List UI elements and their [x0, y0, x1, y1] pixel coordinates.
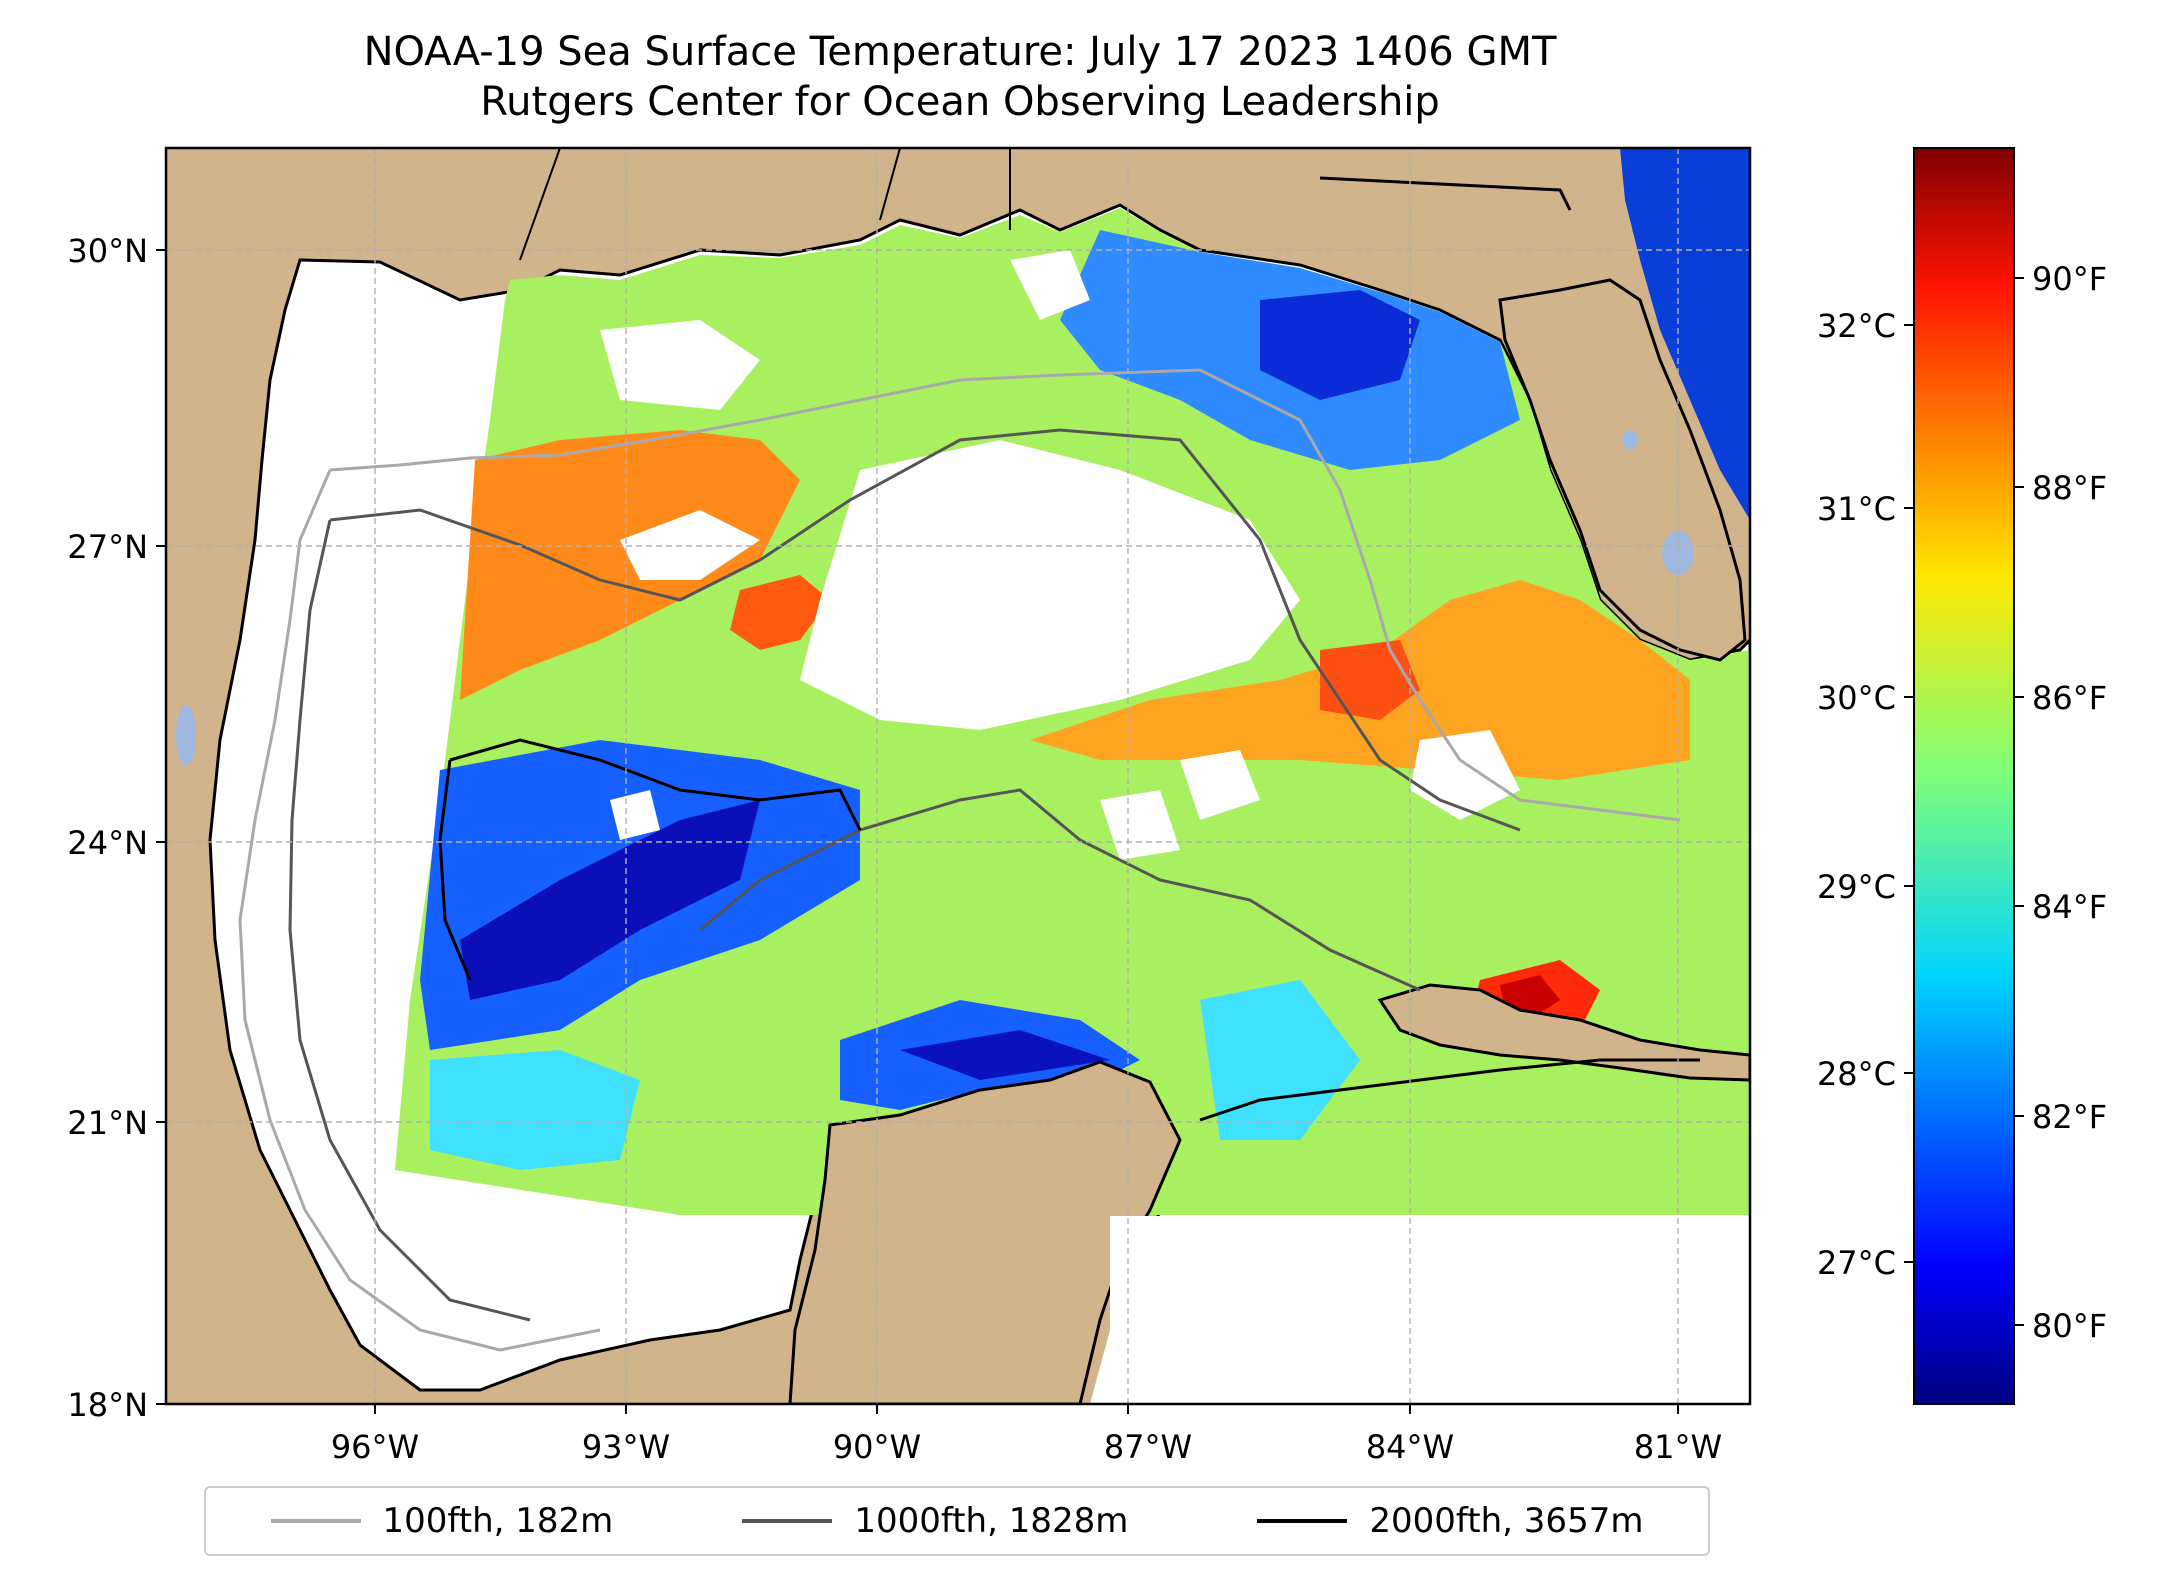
- legend-item-1000fth: 1000fth, 1828m: [742, 1501, 1128, 1541]
- border-line: [519, 148, 1011, 261]
- atlantic-water: [1620, 148, 1750, 520]
- contour-2000fth: [438, 738, 1700, 1122]
- legend-line-icon: [742, 1519, 833, 1523]
- lat-axis: 30°N 27°N 24°N 21°N 18°N: [67, 232, 166, 1424]
- lat-tick-label: 24°N: [67, 824, 148, 862]
- legend-label: 1000fth, 1828m: [854, 1501, 1129, 1541]
- celsius-tick-label: 31°C: [1817, 490, 1896, 528]
- celsius-tick-label: 29°C: [1817, 868, 1896, 906]
- lake: [1622, 430, 1638, 450]
- lon-tick-label: 81°W: [1634, 1428, 1722, 1466]
- fahrenheit-tick-label: 84°F: [2032, 888, 2107, 926]
- map-area: [166, 148, 1750, 1404]
- lake: [176, 705, 196, 765]
- lon-tick-label: 96°W: [331, 1428, 419, 1466]
- border-line: [1319, 176, 1572, 211]
- fahrenheit-tick-label: 80°F: [2032, 1307, 2107, 1345]
- figure-title: NOAA-19 Sea Surface Temperature: July 17…: [363, 29, 1557, 75]
- fahrenheit-tick-label: 90°F: [2032, 260, 2107, 298]
- fahrenheit-tick-label: 86°F: [2032, 679, 2107, 717]
- lat-tick-label: 27°N: [67, 528, 148, 566]
- lat-tick-label: 21°N: [67, 1104, 148, 1142]
- sst-swath: [395, 208, 1750, 1215]
- celsius-tick-label: 28°C: [1817, 1055, 1896, 1093]
- fahrenheit-tick-label: 82°F: [2032, 1098, 2107, 1136]
- contour-legend: 100fth, 182m 1000fth, 1828m 2000fth, 365…: [204, 1486, 1710, 1556]
- celsius-tick-label: 30°C: [1817, 679, 1896, 717]
- colorbar: 32°C 31°C 30°C 29°C 28°C 27°C 90°F 88°F …: [1817, 147, 2107, 1405]
- figure-subtitle: Rutgers Center for Ocean Observing Leade…: [480, 79, 1440, 125]
- cuba-land: [1377, 983, 1750, 1082]
- contour-1000fth: [288, 428, 1521, 1322]
- legend-label: 100fth, 182m: [382, 1501, 614, 1541]
- lon-axis: 96°W 93°W 90°W 87°W 84°W 81°W: [331, 1404, 1722, 1466]
- gridlines: [166, 148, 1750, 1404]
- legend-item-2000fth: 2000fth, 3657m: [1257, 1501, 1643, 1541]
- celsius-tick-label: 27°C: [1817, 1244, 1896, 1282]
- lon-tick-label: 93°W: [582, 1428, 670, 1466]
- map-frame: [164, 146, 1752, 1406]
- lat-tick-label: 30°N: [67, 232, 148, 270]
- caribbean-blank: [1090, 1216, 1750, 1404]
- legend-item-100fth: 100fth, 182m: [270, 1501, 614, 1541]
- lon-tick-label: 87°W: [1104, 1428, 1192, 1466]
- lon-tick-label: 84°W: [1366, 1428, 1454, 1466]
- fahrenheit-tick-label: 88°F: [2032, 469, 2107, 507]
- lon-tick-label: 90°W: [833, 1428, 921, 1466]
- legend-label: 2000fth, 3657m: [1369, 1501, 1644, 1541]
- legend-line-icon: [1257, 1519, 1348, 1523]
- celsius-tick-label: 32°C: [1817, 307, 1896, 345]
- fahrenheit-ticks: 90°F 88°F 86°F 84°F 82°F 80°F: [2014, 260, 2107, 1345]
- celsius-ticks: 32°C 31°C 30°C 29°C 28°C 27°C: [1817, 307, 1914, 1282]
- colorbar-gradient: [1913, 147, 2015, 1405]
- legend-line-icon: [270, 1519, 361, 1523]
- contour-100fth: [238, 368, 1681, 1352]
- lat-tick-label: 18°N: [67, 1386, 148, 1424]
